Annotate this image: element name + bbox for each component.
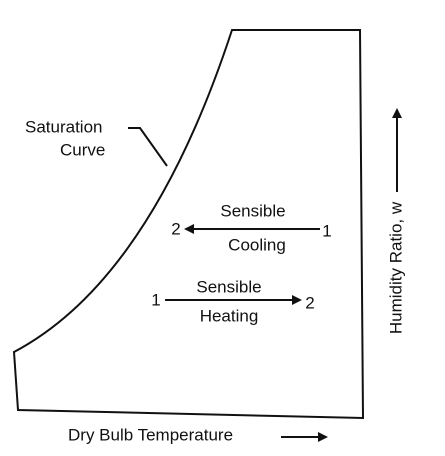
state-point: 1	[151, 290, 160, 309]
process-label: Heating	[200, 306, 259, 325]
process-label: Cooling	[228, 235, 286, 254]
state-point: 2	[305, 293, 314, 312]
x-axis-label: Dry Bulb Temperature	[68, 425, 233, 444]
chart-outline	[12, 29, 365, 420]
y-axis-label: Humidity Ratio, w	[386, 201, 405, 334]
saturation-label: Curve	[60, 140, 105, 159]
process-label: Sensible	[196, 277, 261, 296]
state-point: 1	[322, 221, 331, 240]
state-point: 2	[171, 219, 180, 238]
leader-line	[128, 127, 168, 167]
saturation-label: Saturation	[25, 117, 103, 136]
process-label: Sensible	[220, 201, 285, 220]
